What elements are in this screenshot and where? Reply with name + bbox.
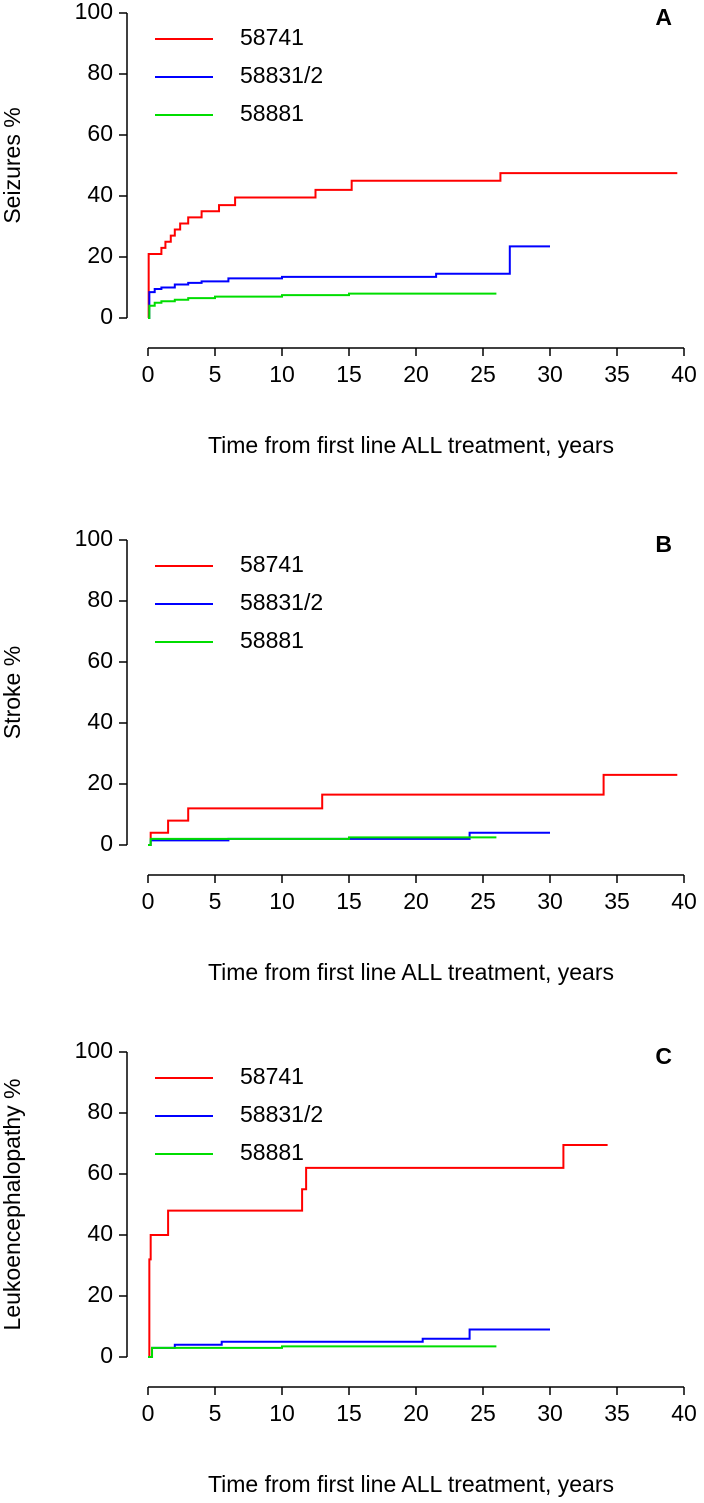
x-tick-label: 20 — [403, 1400, 429, 1426]
legend-label: 58741 — [240, 24, 304, 50]
step-line — [148, 773, 678, 846]
x-tick-label: 30 — [537, 361, 563, 387]
x-tick-label: 40 — [671, 1400, 697, 1426]
legend-label: 58831/2 — [240, 1101, 323, 1127]
x-tick-label: 25 — [470, 1400, 496, 1426]
panel: 0 20 40 60 80 100 0 5 10 15 20 25 30 35 40 Time from fi… — [0, 525, 697, 985]
legend-label: 58741 — [240, 551, 304, 577]
legend-label: 58831/2 — [240, 589, 323, 615]
x-tick-label: 10 — [269, 361, 295, 387]
x-tick-label: 25 — [470, 361, 496, 387]
x-tick-label: 35 — [604, 361, 630, 387]
step-line — [148, 292, 497, 319]
legend-label: 58881 — [240, 100, 304, 126]
legend-label: 58881 — [240, 627, 304, 653]
x-axis-label: Time from first line ALL treatment, year… — [208, 1471, 614, 1497]
y-tick-label: 40 — [87, 1220, 113, 1246]
y-axis-label: Leukoencephalopathy % — [0, 1079, 25, 1331]
step-line — [147, 172, 678, 319]
panel-label: B — [655, 531, 672, 557]
y-tick-label: 40 — [87, 181, 113, 207]
y-tick-label: 20 — [87, 769, 113, 795]
y-tick-label: 40 — [87, 708, 113, 734]
x-tick-label: 40 — [671, 361, 697, 387]
y-tick-label: 20 — [87, 242, 113, 268]
y-tick-label: 100 — [75, 0, 113, 24]
x-tick-label: 35 — [604, 888, 630, 914]
x-tick-label: 15 — [336, 361, 362, 387]
x-tick-label: 15 — [336, 888, 362, 914]
panel-label: C — [655, 1043, 672, 1069]
y-tick-label: 60 — [87, 1159, 113, 1185]
x-tick-label: 20 — [403, 888, 429, 914]
panel: 0 20 40 60 80 100 0 5 10 15 20 25 30 35 40 Time from fi… — [0, 1037, 697, 1497]
legend-label: 58741 — [240, 1063, 304, 1089]
y-tick-label: 100 — [75, 1037, 113, 1063]
panel: 0 20 40 60 80 100 0 5 10 15 20 25 30 35 40 Time from fi… — [0, 0, 697, 458]
y-tick-label: 60 — [87, 647, 113, 673]
x-tick-label: 30 — [537, 1400, 563, 1426]
step-line — [148, 1144, 608, 1358]
x-tick-label: 0 — [142, 888, 155, 914]
y-tick-label: 0 — [100, 1342, 113, 1368]
x-tick-label: 5 — [209, 1400, 222, 1426]
y-tick-label: 80 — [87, 1098, 113, 1124]
step-line — [148, 245, 550, 319]
step-line — [148, 836, 497, 846]
x-tick-label: 15 — [336, 1400, 362, 1426]
x-tick-label: 35 — [604, 1400, 630, 1426]
panel-label: A — [655, 4, 672, 30]
y-tick-label: 0 — [100, 830, 113, 856]
y-tick-label: 80 — [87, 586, 113, 612]
x-axis-label: Time from first line ALL treatment, year… — [208, 959, 614, 985]
x-tick-label: 25 — [470, 888, 496, 914]
step-line — [148, 1328, 550, 1358]
y-axis-label: Seizures % — [0, 107, 25, 223]
x-tick-label: 0 — [142, 1400, 155, 1426]
y-tick-label: 0 — [100, 303, 113, 329]
legend-label: 58831/2 — [240, 62, 323, 88]
x-tick-label: 40 — [671, 888, 697, 914]
x-tick-label: 10 — [269, 888, 295, 914]
x-tick-label: 0 — [142, 361, 155, 387]
y-tick-label: 100 — [75, 525, 113, 551]
y-axis-label: Stroke % — [0, 646, 25, 739]
step-line — [148, 1345, 497, 1358]
y-tick-label: 60 — [87, 120, 113, 146]
x-tick-label: 20 — [403, 361, 429, 387]
y-tick-label: 80 — [87, 59, 113, 85]
x-tick-label: 10 — [269, 1400, 295, 1426]
legend-label: 58881 — [240, 1139, 304, 1165]
x-tick-label: 5 — [209, 888, 222, 914]
x-axis-label: Time from first line ALL treatment, year… — [208, 432, 614, 458]
x-tick-label: 5 — [209, 361, 222, 387]
x-tick-label: 30 — [537, 888, 563, 914]
y-tick-label: 20 — [87, 1281, 113, 1307]
